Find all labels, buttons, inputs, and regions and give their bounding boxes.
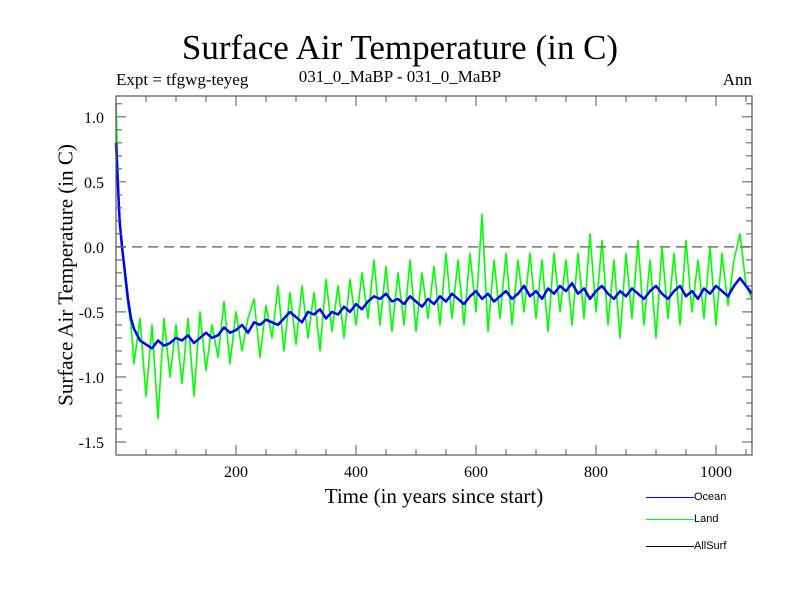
legend-label: Ocean bbox=[694, 491, 727, 504]
legend-swatch bbox=[646, 496, 694, 498]
x-axis-label: Time (in years since start) bbox=[324, 484, 544, 508]
y-tick-label: 1.0 bbox=[84, 110, 104, 127]
x-tick-label: 600 bbox=[464, 464, 488, 481]
x-tick-label: 400 bbox=[344, 464, 368, 481]
legend-label: AllSurf bbox=[694, 540, 727, 553]
plot-frame bbox=[115, 95, 753, 456]
y-tick-label: 0.5 bbox=[84, 175, 104, 192]
x-tick-label: 800 bbox=[584, 464, 608, 481]
x-tick-label: 1000 bbox=[700, 464, 732, 481]
experiment-label: Expt = tfgwg-teyeg bbox=[116, 70, 249, 89]
legend-label: Land bbox=[694, 513, 719, 526]
series-line-ocean bbox=[114, 142, 753, 350]
x-tick-label: 200 bbox=[224, 464, 248, 481]
y-tick-label: -0.5 bbox=[79, 305, 104, 322]
y-tick-label: -1.0 bbox=[79, 370, 104, 387]
legend-swatch bbox=[646, 518, 694, 520]
legend-item-allsurf: AllSurf bbox=[646, 540, 726, 552]
series-line-land bbox=[115, 103, 753, 420]
legend-item-ocean: Ocean bbox=[646, 491, 726, 503]
chart-subtitle: 031_0_MaBP - 031_0_MaBP bbox=[298, 67, 502, 86]
season-label: Ann bbox=[722, 70, 752, 89]
legend-swatch bbox=[646, 545, 694, 547]
legend-item-land: Land bbox=[646, 513, 718, 525]
y-tick-label: -1.5 bbox=[79, 435, 104, 452]
y-tick-label: 0.0 bbox=[84, 240, 104, 257]
chart-title: Surface Air Temperature (in C) bbox=[181, 28, 619, 67]
